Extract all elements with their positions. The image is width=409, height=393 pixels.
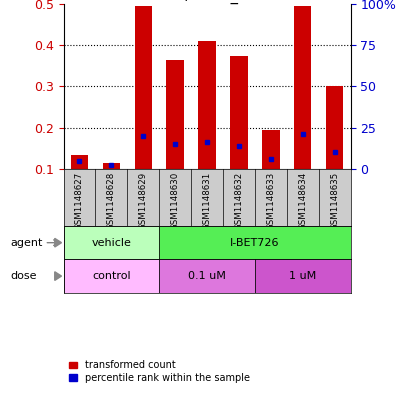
Text: dose: dose	[10, 271, 37, 281]
Bar	[102, 163, 120, 169]
Bar	[229, 55, 247, 169]
Bar	[159, 226, 350, 259]
Text: GSM1148633: GSM1148633	[266, 172, 275, 230]
Legend: transformed count, percentile rank within the sample: transformed count, percentile rank withi…	[68, 359, 250, 384]
Text: GSM1148634: GSM1148634	[297, 172, 306, 230]
Polygon shape	[55, 238, 61, 247]
Text: GSM1148630: GSM1148630	[170, 172, 179, 230]
Bar	[159, 259, 254, 293]
Bar	[134, 6, 152, 169]
Text: control: control	[92, 271, 130, 281]
Bar	[70, 154, 88, 169]
Text: GSM1148629: GSM1148629	[138, 172, 147, 230]
Text: vehicle: vehicle	[91, 238, 131, 248]
Text: 1 uM: 1 uM	[288, 271, 316, 281]
Text: GSM1148632: GSM1148632	[234, 172, 243, 230]
Bar	[261, 130, 279, 169]
Text: GSM1148635: GSM1148635	[329, 172, 338, 230]
Bar	[293, 6, 311, 169]
Title: GDS5364 / ILMN_1663155: GDS5364 / ILMN_1663155	[112, 0, 301, 4]
Text: GSM1148631: GSM1148631	[202, 172, 211, 230]
Bar	[325, 86, 343, 169]
Text: 0.1 uM: 0.1 uM	[188, 271, 225, 281]
Bar	[63, 259, 159, 293]
Text: GSM1148627: GSM1148627	[75, 172, 84, 230]
Bar	[63, 226, 159, 259]
Bar	[198, 41, 215, 169]
Bar	[166, 60, 184, 169]
Bar	[254, 259, 350, 293]
Polygon shape	[55, 272, 61, 281]
Text: agent: agent	[10, 238, 43, 248]
Text: I-BET726: I-BET726	[229, 238, 279, 248]
Text: GSM1148628: GSM1148628	[107, 172, 116, 230]
